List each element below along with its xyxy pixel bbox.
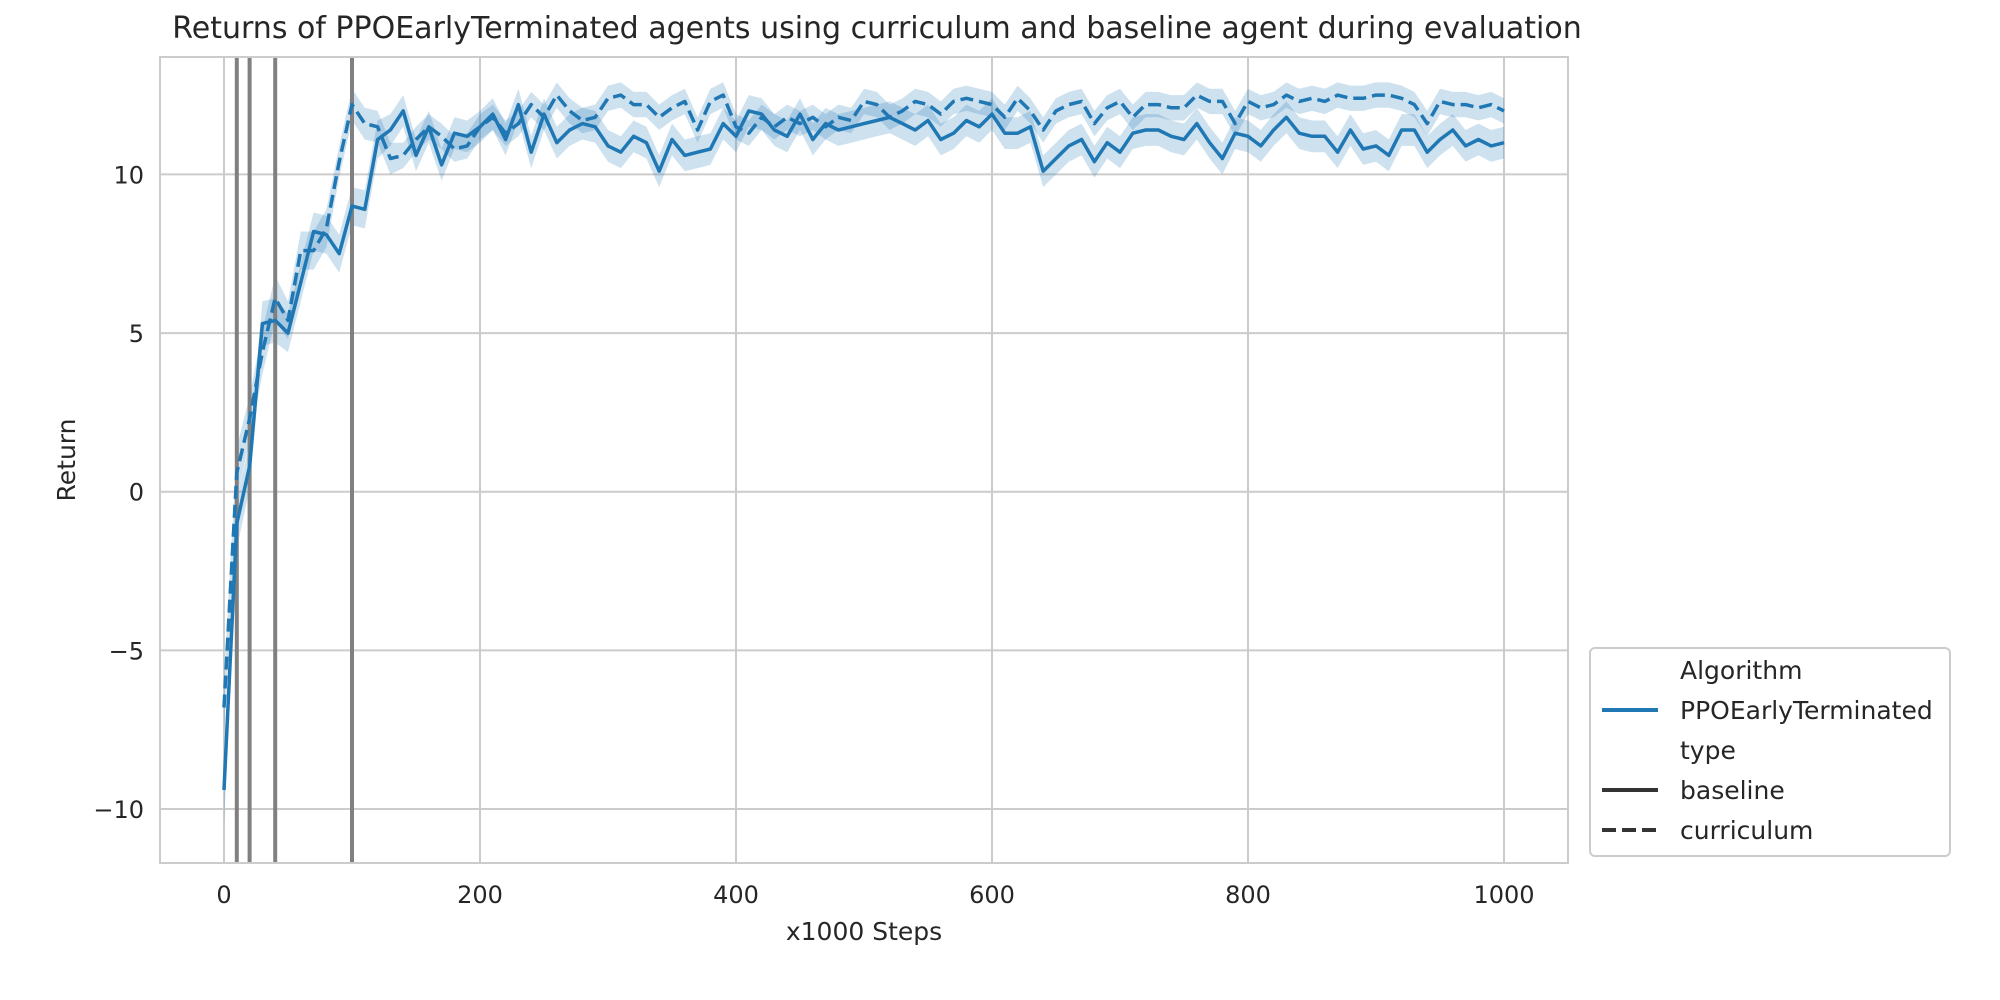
y-tick-labels: −10 −5 0 5 10: [93, 161, 144, 824]
x-tick-label: 400: [713, 881, 759, 909]
series-line-curriculum: [222, 93, 1505, 708]
plot-area: [159, 56, 1569, 864]
x-tick-label: 200: [457, 881, 503, 909]
x-gridlines: [223, 57, 1505, 863]
x-tick-label: 0: [216, 881, 231, 909]
y-axis-label: Return: [52, 419, 81, 502]
series-line-baseline: [222, 102, 1505, 791]
x-tick-labels: 0 200 400 600 800 1000: [216, 881, 1534, 909]
plot-frame: [159, 56, 1569, 864]
y-tick-label: 5: [129, 320, 144, 348]
legend-box: [1589, 647, 1951, 857]
y-tick-label: 10: [113, 161, 144, 189]
ci-band-curriculum: [224, 82, 1504, 737]
x-tick-label: 1000: [1473, 881, 1534, 909]
x-tick-label: 800: [1225, 881, 1271, 909]
y-tick-label: −5: [109, 637, 144, 665]
legend-header-algorithm: Algorithm: [1680, 656, 1802, 685]
x-axis-label: x1000 Steps: [786, 917, 942, 946]
legend-entry-ppoearlyterminated: PPOEarlyTerminated: [1680, 696, 1933, 725]
legend: Algorithm PPOEarlyTerminated type baseli…: [1589, 647, 1951, 857]
y-tick-label: 0: [129, 479, 144, 507]
legend-entry-baseline: baseline: [1680, 776, 1785, 805]
x-tick-label: 600: [969, 881, 1015, 909]
confidence-bands: [224, 82, 1504, 825]
series-lines: [222, 93, 1505, 791]
legend-entry-curriculum: curriculum: [1680, 816, 1813, 845]
y-tick-label: −10: [93, 796, 144, 824]
y-gridlines: [160, 173, 1568, 811]
legend-header-type: type: [1680, 736, 1736, 765]
ci-band-baseline: [224, 88, 1504, 825]
chart-title: Returns of PPOEarlyTerminated agents usi…: [172, 11, 1581, 46]
